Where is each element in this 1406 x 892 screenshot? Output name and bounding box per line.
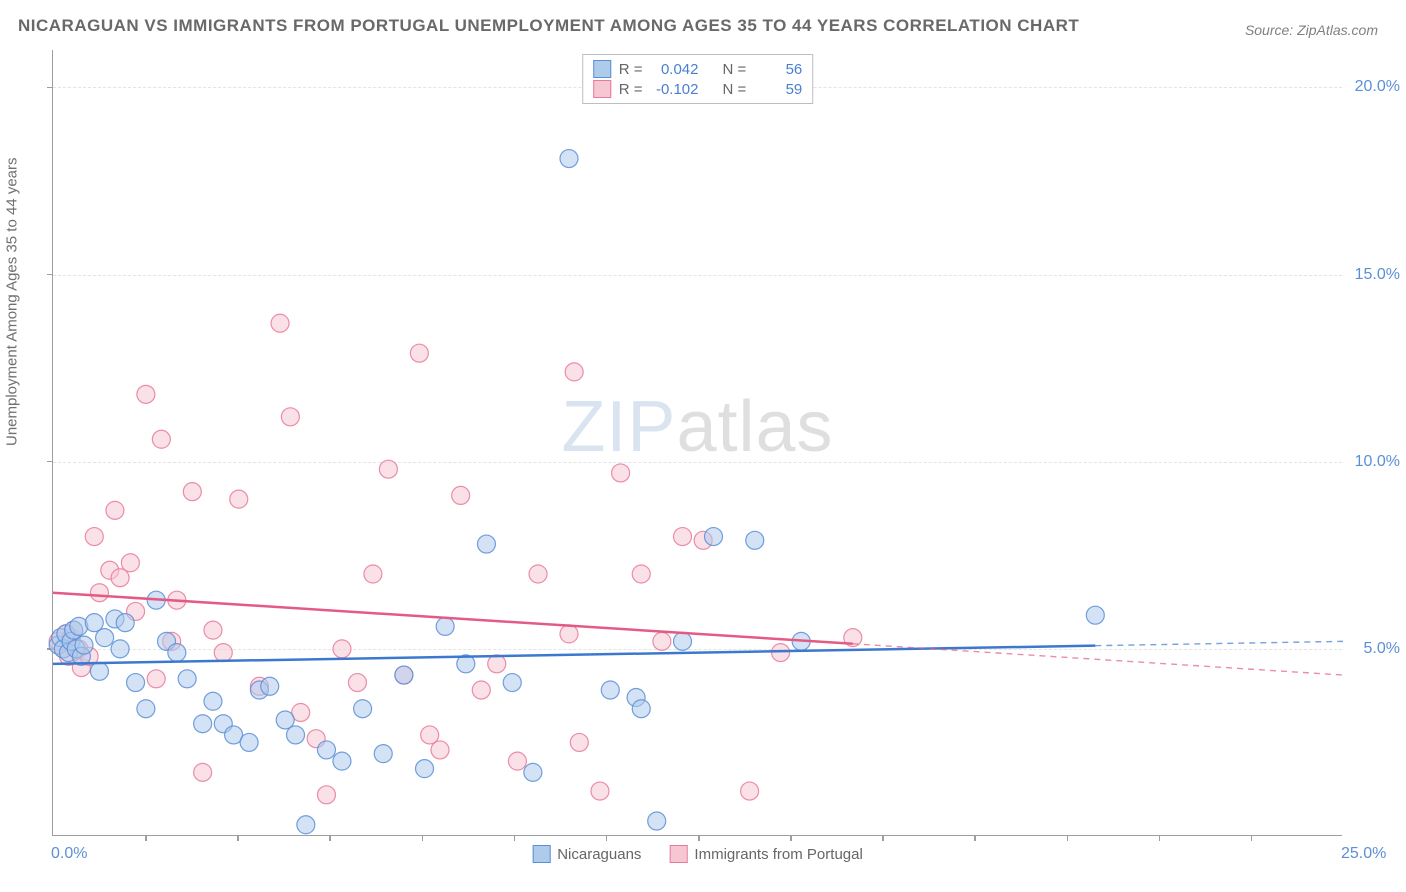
r-label: R = <box>619 81 643 98</box>
r-value-nicaraguans: 0.042 <box>651 61 699 78</box>
bottom-legend: Nicaraguans Immigrants from Portugal <box>532 845 863 863</box>
scatter-svg <box>53 50 1342 835</box>
x-tick: 0.0% <box>51 845 87 863</box>
swatch-portugal <box>593 80 611 98</box>
y-tick: 20.0% <box>1355 78 1400 96</box>
legend-item-portugal: Immigrants from Portugal <box>669 845 862 863</box>
plot-area: ZIPatlas 5.0%10.0%15.0%20.0% 0.0%25.0% R… <box>52 50 1342 836</box>
y-axis-label: Unemployment Among Ages 35 to 44 years <box>4 157 21 446</box>
swatch-nicaraguans <box>593 60 611 78</box>
x-tick: 25.0% <box>1341 845 1386 863</box>
n-value-portugal: 59 <box>754 81 802 98</box>
n-label: N = <box>723 61 747 78</box>
legend-label-portugal: Immigrants from Portugal <box>694 846 862 863</box>
swatch-portugal <box>669 845 687 863</box>
r-label: R = <box>619 61 643 78</box>
swatch-nicaraguans <box>532 845 550 863</box>
n-label: N = <box>723 81 747 98</box>
r-value-portugal: -0.102 <box>651 81 699 98</box>
y-tick: 10.0% <box>1355 453 1400 471</box>
source-label: Source: ZipAtlas.com <box>1245 22 1378 38</box>
stats-row-portugal: R = -0.102 N = 59 <box>593 79 803 99</box>
y-tick: 15.0% <box>1355 266 1400 284</box>
y-tick: 5.0% <box>1364 640 1400 658</box>
chart-title: NICARAGUAN VS IMMIGRANTS FROM PORTUGAL U… <box>18 16 1079 36</box>
n-value-nicaraguans: 56 <box>754 61 802 78</box>
legend-label-nicaraguans: Nicaraguans <box>557 846 641 863</box>
stats-legend-box: R = 0.042 N = 56 R = -0.102 N = 59 <box>582 54 814 104</box>
stats-row-nicaraguans: R = 0.042 N = 56 <box>593 59 803 79</box>
legend-item-nicaraguans: Nicaraguans <box>532 845 641 863</box>
